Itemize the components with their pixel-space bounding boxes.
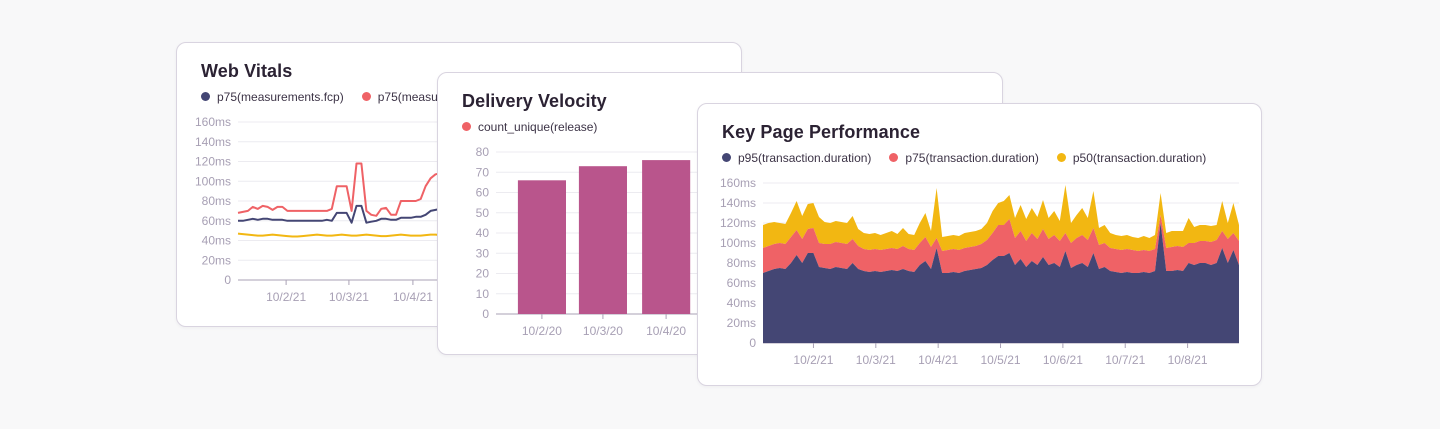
x-axis-tick-label: 10/2/20 (522, 324, 562, 338)
x-axis-tick-label: 10/2/21 (266, 290, 306, 304)
y-axis-tick-label: 20ms (727, 316, 756, 330)
y-axis-tick-label: 140ms (720, 196, 756, 210)
line-series (237, 162, 476, 217)
y-axis-tick-label: 20ms (202, 253, 231, 267)
x-axis-tick-label: 10/7/21 (1105, 353, 1145, 367)
web-vitals-line-chart[interactable]: 160ms 140ms 120ms 100ms 80ms 60ms 40ms 20ms 0 10/… (195, 114, 681, 310)
legend-delivery-velocity: count_unique(release) (462, 119, 978, 134)
y-axis-tick-label: 80ms (202, 194, 231, 208)
line-series (238, 204, 475, 224)
y-axis-tick-label: 120ms (195, 155, 231, 169)
y-axis-tick-label: 60ms (727, 276, 756, 290)
x-axis-tick-label: 10/3/21 (329, 290, 369, 304)
x-axis-tick-label: 10/3/21 (856, 353, 896, 367)
legend-dot-icon (889, 153, 899, 162)
y-axis-tick-label: 100ms (720, 236, 756, 250)
legend-dot-icon (1056, 153, 1066, 162)
x-axis-tick-label: 10/4/21 (918, 353, 958, 367)
legend-item[interactable]: p75(measurements.fcp) (201, 90, 344, 104)
y-axis-tick-label: 0 (224, 273, 231, 287)
x-axis-tick-label: 10/3/20 (583, 324, 623, 338)
card-title-web-vitals: Web Vitals (201, 61, 293, 81)
card-title-key-page-performance: Key Page Performance (722, 122, 921, 142)
line-series (237, 232, 475, 238)
legend-label: p50(transaction.duration) (1072, 150, 1207, 165)
legend-item[interactable]: p50(transaction.duration) (1056, 150, 1207, 165)
delivery-velocity-bar-chart[interactable]: 80 70 60 50 40 30 20 10 0 10/2/20 10/3/20 10/4/20 (462, 144, 772, 344)
x-axis-tick-label: 10/5/21 (981, 353, 1021, 367)
card-title-delivery-velocity: Delivery Velocity (462, 91, 607, 111)
x-axis-tick-label: 10/2/21 (793, 353, 833, 367)
y-axis-tick-label: 100ms (195, 174, 231, 188)
y-axis-tick-label: 40 (476, 226, 490, 240)
legend-label: p75(transaction.duration) (905, 150, 1039, 165)
bar[interactable] (578, 166, 627, 314)
x-axis-tick-label: 10/8/21 (1168, 353, 1208, 367)
legend-dot-icon (462, 122, 471, 131)
y-axis-tick-label: 60ms (202, 214, 231, 228)
y-axis-tick-label: 50 (476, 206, 490, 220)
legend-label: count_unique(release) (478, 119, 598, 134)
card-key-page-performance[interactable]: Key Page Performance p95(transaction.dur… (697, 103, 1262, 386)
y-axis-tick-label: 160ms (720, 176, 756, 190)
bar[interactable] (642, 160, 691, 314)
legend-item[interactable]: p75(transaction.duration) (889, 150, 1039, 165)
area-band (763, 185, 1239, 251)
legend-label: p95(transaction.duration) (738, 150, 872, 165)
x-axis-tick-label: 10/6/21 (1043, 353, 1083, 367)
y-axis-tick-label: 0 (749, 336, 756, 350)
y-axis-tick-label: 60 (476, 186, 490, 200)
y-axis-tick-label: 40ms (727, 296, 756, 310)
key-page-performance-area-chart[interactable]: 160ms 140ms 120ms 100ms 80ms 60ms 40ms 20ms 0 10/… (720, 175, 1239, 373)
y-axis-tick-label: 160ms (195, 115, 231, 129)
y-axis-tick-label: 0 (482, 307, 489, 321)
y-axis-tick-label: 10 (476, 287, 490, 301)
legend-dot-icon (361, 92, 371, 101)
legend-item[interactable]: count_unique(release) (462, 120, 597, 134)
area-band (763, 223, 1239, 343)
bar[interactable] (517, 180, 566, 314)
legend-item[interactable]: p95(transaction.duration) (722, 151, 871, 165)
y-axis-tick-label: 80 (476, 145, 490, 159)
legend-label: p75(measurements.fcp) (217, 89, 344, 104)
y-axis-tick-label: 70 (476, 165, 490, 179)
area-band (763, 215, 1239, 273)
y-axis-tick-label: 40ms (202, 234, 231, 248)
y-axis-tick-label: 20 (476, 267, 490, 281)
y-axis-tick-label: 140ms (195, 135, 231, 149)
legend-key-page-performance: p95(transaction.duration) p75(transaction… (722, 150, 1237, 165)
x-axis-tick-label: 10/4/21 (393, 290, 433, 304)
x-axis-tick-label: 10/4/20 (646, 324, 686, 338)
y-axis-tick-label: 30 (476, 246, 490, 260)
y-axis-tick-label: 120ms (720, 216, 756, 230)
legend-dot-icon (722, 153, 731, 162)
legend-dot-icon (201, 92, 210, 101)
y-axis-tick-label: 80ms (727, 256, 756, 270)
